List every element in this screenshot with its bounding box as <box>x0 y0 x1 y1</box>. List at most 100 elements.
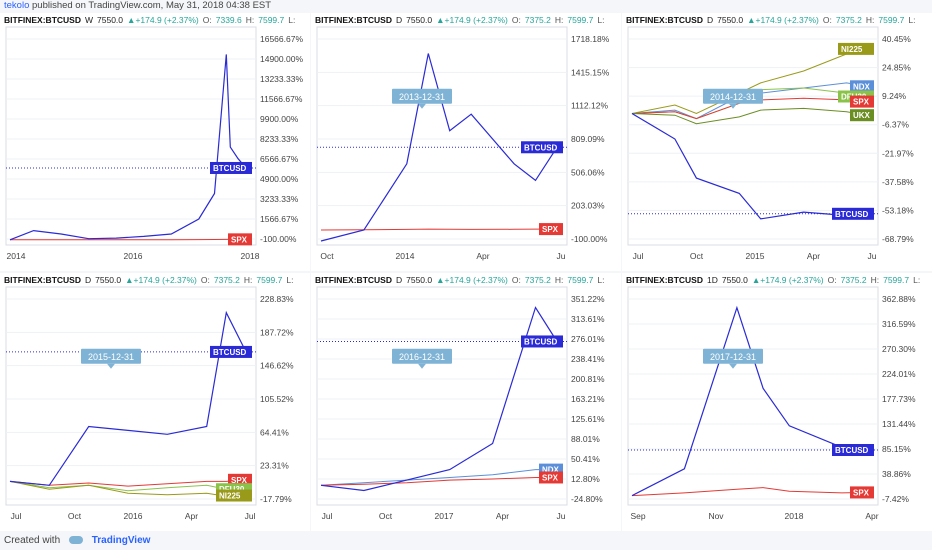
open-label: O: <box>511 15 521 25</box>
y-tick-label: -21.97% <box>882 148 914 158</box>
series-tag-btcusd: BTCUSD <box>521 141 563 154</box>
date-callout: 2015-12-31 <box>81 348 141 369</box>
series-tag-spx: SPX <box>539 223 563 236</box>
tradingview-brand[interactable]: TradingView <box>91 535 151 546</box>
x-tick-label: Sep <box>630 511 645 521</box>
date-callout: 2016-12-31 <box>392 348 452 369</box>
up-arrow-icon: ▲ <box>436 275 445 285</box>
chart-panel-3[interactable]: 40.45% 24.85% 9.24% -6.37% -21.97% -37.58% -53… <box>622 13 932 271</box>
chart-panel-1[interactable]: 16566.67% 14900.00% 13233.33% 11566.67% 9900… <box>0 13 310 271</box>
interval-label: D <box>84 275 92 285</box>
interval-label: D <box>395 15 403 25</box>
y-tick-label: 203.03% <box>571 201 605 211</box>
series-line-spx <box>631 487 869 497</box>
x-tick-label: Jul <box>245 511 256 521</box>
y-tick-label: 9.24% <box>882 91 907 101</box>
y-tick-label: 16566.67% <box>260 34 303 44</box>
y-tick-label: 131.44% <box>882 419 916 429</box>
x-tick-label: Ju <box>557 251 566 261</box>
high-label: H: <box>870 275 880 285</box>
price-change: +174.9 (+2.37%) <box>444 15 508 25</box>
svg-text:NI225: NI225 <box>219 492 241 501</box>
series-line-btcusd <box>320 306 558 492</box>
plot-frame <box>5 26 257 246</box>
price-change: +174.9 (+2.37%) <box>760 275 824 285</box>
series-line-ni225 <box>9 480 247 497</box>
series-tag-ndx: NDX <box>850 80 874 93</box>
series-tag-spx: SPX <box>850 486 874 499</box>
chart-header: BITFINEX:BTCUSD D 7550.0 ▲+174.9 (+2.37%) O:… <box>4 275 310 286</box>
x-tick-label: Oct <box>379 511 393 521</box>
last-price: 7550.0 <box>721 275 748 285</box>
y-tick-label: 177.73% <box>882 394 916 404</box>
series-tag-ni225: NI225 <box>216 489 252 502</box>
symbol-label: BITFINEX:BTCUSD <box>626 15 703 25</box>
chart-panel-4[interactable]: 228.83% 187.72% 146.62% 105.52% 64.41% 23.31%… <box>0 273 310 531</box>
series-line-spx <box>320 477 557 486</box>
publish-text: published on TradingView.com, May 31, 20… <box>32 0 272 11</box>
up-arrow-icon: ▲ <box>127 15 136 25</box>
y-tick-label: 276.01% <box>571 334 605 344</box>
svg-text:2016-12-31: 2016-12-31 <box>399 352 445 362</box>
last-price: 7550.0 <box>406 15 433 25</box>
author-link[interactable]: tekolo <box>4 0 30 11</box>
high-value: 7599.7 <box>258 15 285 25</box>
series-tag-spx: SPX <box>539 471 563 484</box>
series-line-ni225 <box>631 48 869 115</box>
y-tick-label: 187.72% <box>260 327 294 337</box>
y-tick-label: -37.58% <box>882 177 914 187</box>
series-tag-btcusd: BTCUSD <box>210 161 252 174</box>
y-tick-label: 146.62% <box>260 361 294 371</box>
svg-text:SPX: SPX <box>853 488 870 497</box>
symbol-label: BITFINEX:BTCUSD <box>4 275 81 285</box>
chart-panel-5[interactable]: 351.22% 313.61% 276.01% 238.41% 200.81% 163.2… <box>311 273 621 531</box>
svg-text:BTCUSD: BTCUSD <box>524 337 558 346</box>
x-tick-label: 2015 <box>746 251 765 261</box>
svg-text:2017-12-31: 2017-12-31 <box>710 352 756 362</box>
high-label: H: <box>245 15 255 25</box>
high-label: H: <box>243 275 253 285</box>
series-tag-btcusd: BTCUSD <box>521 335 563 348</box>
chart-panel-6[interactable]: 362.88% 316.59% 270.30% 224.01% 177.73% 131.4… <box>622 273 932 531</box>
chart-svg: 40.45% 24.85% 9.24% -6.37% -21.97% -37.58% -53… <box>627 26 914 261</box>
y-tick-label: 270.30% <box>882 344 916 354</box>
x-tick-label: 2016 <box>124 251 143 261</box>
x-tick-label: Jul <box>322 511 333 521</box>
chart-header: BITFINEX:BTCUSD W 7550.0 ▲+174.9 (+2.37%) O:… <box>4 15 310 26</box>
y-tick-label: -53.18% <box>882 205 914 215</box>
chart-header: BITFINEX:BTCUSD D 7550.0 ▲+174.9 (+2.37%) O:… <box>315 15 621 26</box>
interval-label: 1D <box>706 275 718 285</box>
svg-text:SPX: SPX <box>853 98 870 107</box>
last-price: 7550.0 <box>717 15 744 25</box>
series-line-btcusd <box>9 54 247 241</box>
price-change: +174.9 (+2.37%) <box>444 275 508 285</box>
open-label: O: <box>200 275 210 285</box>
y-tick-label: 1415.15% <box>571 67 610 77</box>
svg-text:BTCUSD: BTCUSD <box>213 164 247 173</box>
tradingview-logo-icon <box>68 536 83 545</box>
series-tag-btcusd: BTCUSD <box>832 207 874 220</box>
svg-text:NDX: NDX <box>853 82 871 91</box>
high-value: 7599.7 <box>256 275 283 285</box>
high-value: 7599.7 <box>883 275 910 285</box>
x-tick-label: 2014 <box>396 251 415 261</box>
svg-text:UKX: UKX <box>853 111 871 120</box>
series-tag-spx: SPX <box>850 95 874 108</box>
chart-panel-2[interactable]: 1718.18% 1415.15% 1112.12% 809.09% 506.06% 20… <box>311 13 621 271</box>
interval-label: D <box>706 15 714 25</box>
y-tick-label: -68.79% <box>882 234 914 244</box>
symbol-label: BITFINEX:BTCUSD <box>4 15 81 25</box>
high-label: H: <box>554 15 564 25</box>
y-tick-label: 6566.67% <box>260 154 299 164</box>
svg-text:BTCUSD: BTCUSD <box>213 348 247 357</box>
footer: Created with TradingView <box>0 532 932 550</box>
series-tag-spx: SPX <box>228 233 252 246</box>
svg-text:BTCUSD: BTCUSD <box>835 446 869 455</box>
last-price: 7550.0 <box>406 275 433 285</box>
open-value: 7375.2 <box>835 15 862 25</box>
y-tick-label: 8233.33% <box>260 134 299 144</box>
series-line-spx <box>9 479 247 487</box>
y-tick-label: 3233.33% <box>260 194 299 204</box>
open-label: O: <box>822 15 832 25</box>
created-with-label: Created with <box>4 535 61 546</box>
